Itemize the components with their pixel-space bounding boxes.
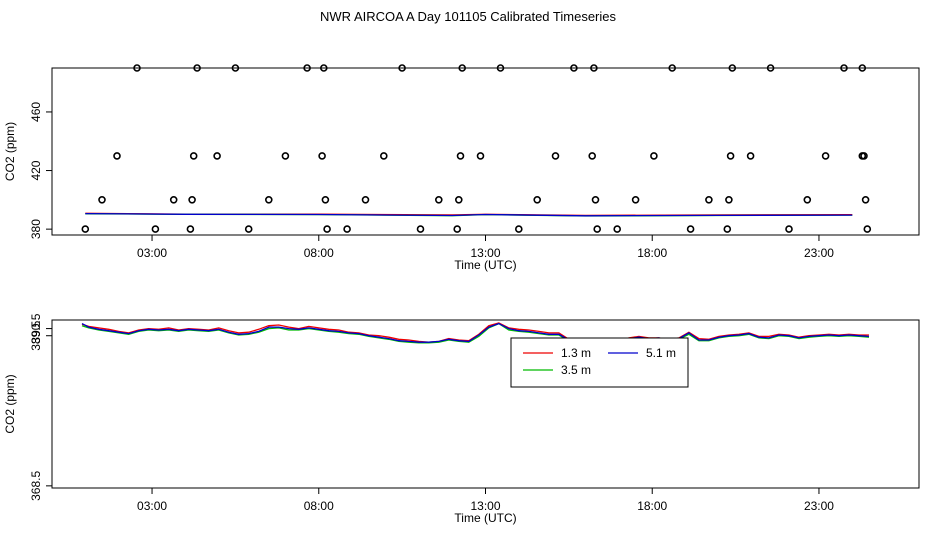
x-tick-label: 03:00: [137, 499, 167, 513]
scatter-point: [668, 64, 677, 72]
scatter-point: [151, 225, 160, 233]
scatter-point: [476, 152, 485, 160]
scatter-point: [186, 225, 195, 233]
scatter-point: [318, 152, 326, 160]
scatter-point: [686, 225, 695, 233]
x-tick-label: 23:00: [804, 246, 834, 260]
scatter-point: [514, 225, 523, 233]
x-tick-label: 03:00: [137, 246, 167, 260]
scatter-point: [458, 64, 467, 72]
y-axis-label: CO2 (ppm): [3, 122, 17, 181]
scatter-point: [113, 152, 121, 160]
scatter-point: [590, 64, 598, 72]
scatter-point: [188, 196, 196, 204]
x-tick-label: 13:00: [470, 499, 500, 513]
scatter-point: [213, 152, 221, 160]
scatter-point: [723, 225, 732, 233]
scatter-point: [705, 196, 713, 204]
series-group: [85, 212, 853, 217]
scatter-point: [496, 64, 505, 72]
x-tick-label: 08:00: [304, 246, 334, 260]
x-tick-label: 18:00: [637, 499, 667, 513]
scatter-point: [454, 196, 463, 204]
scatter-point: [821, 152, 830, 160]
scatter-point: [746, 152, 755, 160]
scatter-point: [244, 225, 253, 233]
scatter-point: [98, 196, 106, 204]
legend: 1.3 m 5.1 m 3.5 m: [510, 337, 689, 388]
y-axis-label: CO2 (ppm): [3, 374, 17, 433]
scatter-point: [453, 225, 462, 233]
series-line-5-1-m: [85, 212, 853, 217]
top-panel: 03:00 08:00 13:00 18:00 23:00 380 420 460 Time (…: [3, 64, 920, 272]
x-axis-label: Time (UTC): [454, 511, 516, 525]
scatter-point: [343, 225, 351, 233]
legend-label: 5.1 m: [646, 346, 676, 360]
scatter-point: [231, 64, 240, 72]
scatter-point: [861, 196, 870, 204]
scatter-point: [379, 152, 388, 160]
series-line-3-5-m: [81, 322, 870, 345]
scatter-point: [858, 64, 867, 72]
scatter-point: [533, 196, 542, 204]
scatter-point: [416, 225, 425, 233]
scatter-point: [766, 64, 775, 72]
scatter-point: [593, 225, 602, 233]
scatter-point: [281, 152, 290, 160]
scatter-point: [456, 152, 465, 160]
scatter-point: [361, 196, 370, 204]
x-tick-label: 08:00: [304, 499, 334, 513]
series-group: [81, 322, 870, 345]
scatter-point: [613, 225, 622, 233]
scatter-point: [785, 225, 793, 233]
x-tick-label: 13:00: [470, 246, 500, 260]
y-tick-label: 390.5: [29, 313, 43, 343]
series-line-1-3-m: [81, 322, 869, 343]
scatter-point: [840, 64, 848, 72]
scatter-point: [319, 64, 328, 72]
scatter-point: [169, 196, 178, 204]
scatter-point: [321, 196, 330, 204]
scatter-point: [398, 64, 406, 72]
scatter-point: [434, 196, 443, 204]
scatter-point: [133, 64, 141, 72]
scatter-point: [591, 196, 600, 204]
scatter-point: [81, 225, 90, 233]
y-tick-label: 368.5: [29, 471, 43, 501]
series-line-5-1-m: [81, 322, 870, 344]
plot-frame: [51, 319, 920, 489]
scatter-point: [323, 225, 331, 233]
scatter-point: [570, 64, 578, 72]
scatter-point: [631, 196, 640, 204]
scatter-point: [264, 196, 273, 204]
y-tick-label: 389.5: [29, 320, 43, 350]
scatter-point: [863, 225, 872, 233]
scatter-point: [588, 152, 597, 160]
scatter-point: [725, 196, 733, 204]
legend-box: [510, 337, 689, 388]
scatter-point: [860, 152, 868, 160]
legend-label: 1.3 m: [561, 346, 591, 360]
scatter-point: [193, 64, 201, 72]
scatter-point: [803, 196, 812, 204]
plot-frame: [51, 67, 920, 236]
scatter-point: [189, 152, 198, 160]
scatter-point: [303, 64, 311, 72]
scatter-point: [726, 152, 735, 160]
bottom-panel: 03:00 08:00 13:00 18:00 23:00 368.5 389.5390.5…: [3, 313, 920, 525]
x-tick-label: 18:00: [637, 246, 667, 260]
scatter-point: [728, 64, 737, 72]
y-tick-label: 420: [29, 160, 43, 180]
x-tick-label: 23:00: [804, 499, 834, 513]
scatter-point: [551, 152, 560, 160]
y-tick-label: 460: [29, 102, 43, 122]
x-axis-label: Time (UTC): [454, 258, 516, 272]
chart-title: NWR AIRCOA A Day 101105 Calibrated Times…: [320, 9, 616, 24]
y-tick-label: 380: [29, 219, 43, 239]
legend-label: 3.5 m: [561, 363, 591, 377]
scatter-point: [650, 152, 658, 160]
